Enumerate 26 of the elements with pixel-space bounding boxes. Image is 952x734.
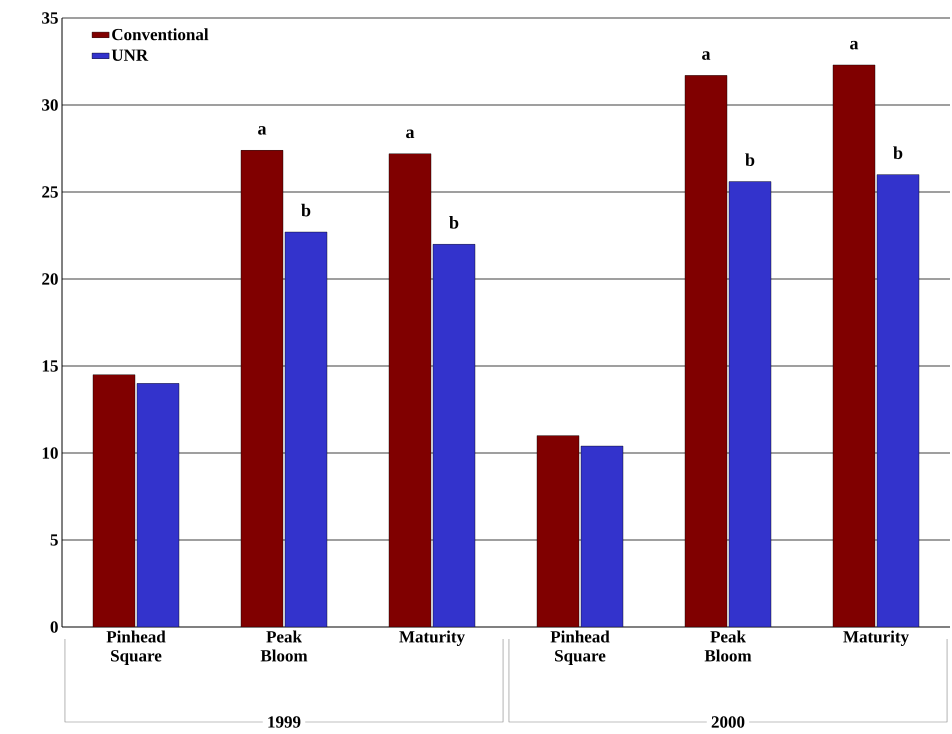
x-tick-label: Maturity — [843, 630, 909, 646]
legend-label: UNR — [112, 50, 148, 61]
data-label: a — [258, 126, 266, 135]
legend-label: Conventional — [112, 28, 208, 40]
x-tick-label: Peak Bloom — [260, 630, 308, 662]
y-tick-label: 15 — [42, 360, 58, 372]
data-label: b — [893, 146, 902, 160]
y-tick-label: 35 — [42, 12, 58, 24]
data-label: b — [449, 216, 458, 229]
y-tick-label: 10 — [42, 447, 58, 459]
x-tick-label: Peak Bloom — [704, 630, 752, 662]
data-label: a — [850, 40, 858, 50]
x-tick-label: Pinhead Square — [106, 630, 166, 665]
y-tick-label: 30 — [42, 99, 58, 111]
y-tick-label: 20 — [42, 273, 58, 285]
y-tick-label: 0 — [50, 621, 58, 633]
data-label: b — [745, 153, 754, 166]
x-tick-label: Maturity — [399, 630, 465, 646]
y-tick-label: 25 — [42, 186, 58, 198]
text: 1999 — [268, 716, 300, 728]
data-label: b — [301, 204, 310, 216]
y-tick-label: 5 — [50, 534, 58, 546]
data-label: a — [702, 51, 710, 60]
x-tick-label: Pinhead Square — [550, 630, 610, 665]
text: 2000 — [712, 716, 744, 728]
data-label: a — [406, 130, 414, 138]
